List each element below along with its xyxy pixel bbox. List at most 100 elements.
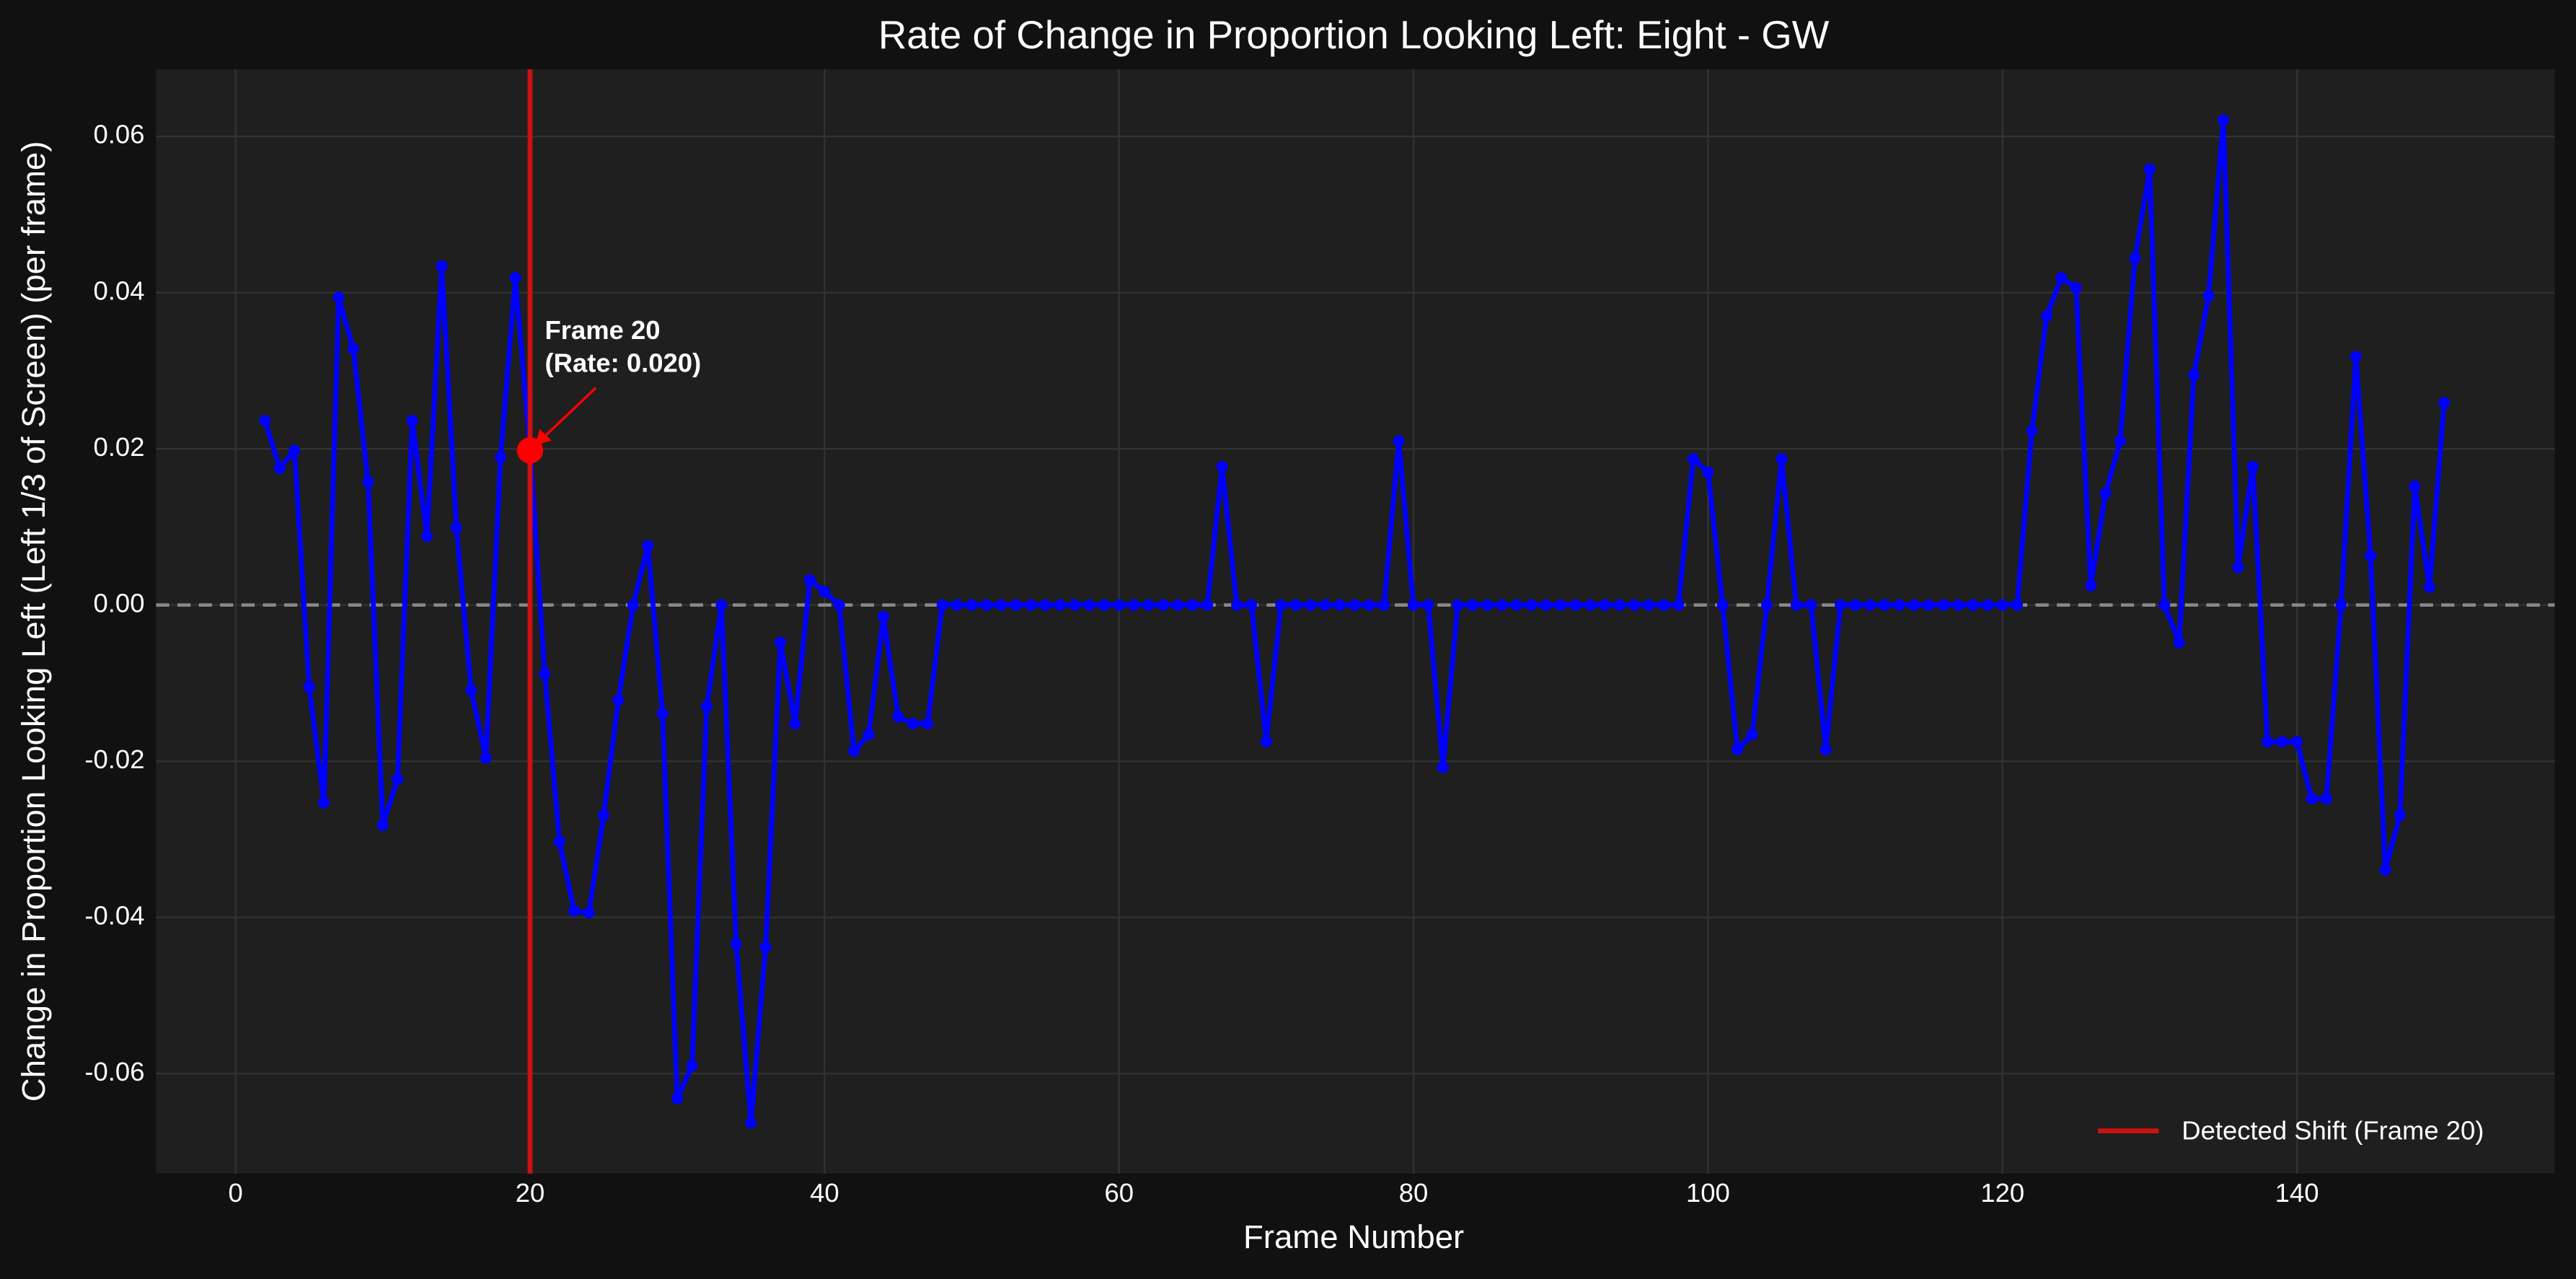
data-point	[1216, 461, 1228, 473]
data-point	[1643, 599, 1655, 611]
data-point	[2143, 163, 2156, 175]
data-point	[2438, 397, 2451, 409]
data-point	[1702, 466, 1714, 478]
data-point	[701, 700, 713, 713]
x-tick-label: 80	[1399, 1178, 1429, 1208]
y-tick-label: 0.06	[94, 120, 145, 149]
data-point	[1289, 599, 1302, 611]
data-point	[495, 452, 507, 464]
data-point	[509, 272, 521, 284]
annotation-text: Frame 20	[545, 315, 661, 345]
data-point	[1628, 599, 1641, 611]
data-point	[922, 718, 934, 730]
data-point	[480, 752, 492, 764]
data-point	[1510, 599, 1522, 611]
data-point	[1408, 599, 1420, 611]
annotation-text: (Rate: 0.020)	[545, 348, 702, 378]
data-point	[1672, 599, 1685, 611]
data-point	[2246, 461, 2259, 473]
data-point	[2379, 863, 2391, 876]
data-point	[2026, 425, 2038, 437]
data-point	[2114, 435, 2127, 447]
data-point	[833, 599, 845, 611]
data-point	[642, 540, 654, 552]
data-point	[2423, 581, 2435, 593]
data-point	[1098, 599, 1111, 611]
data-point	[1908, 599, 1920, 611]
data-point	[759, 941, 772, 953]
data-point	[627, 599, 639, 611]
data-point	[1437, 761, 1449, 773]
data-point	[686, 1060, 698, 1072]
data-point	[362, 475, 374, 488]
data-point	[951, 599, 963, 611]
data-point	[730, 938, 742, 950]
data-point	[2070, 282, 2082, 294]
data-point	[332, 291, 345, 304]
data-point	[863, 729, 875, 741]
data-point	[2011, 599, 2024, 611]
data-point	[2202, 290, 2215, 302]
data-point	[612, 694, 625, 706]
data-point	[583, 907, 595, 919]
data-point	[775, 636, 787, 649]
data-point	[1466, 599, 1478, 611]
data-point	[1864, 599, 1876, 611]
data-point	[2188, 369, 2200, 381]
data-point	[1157, 599, 1169, 611]
data-point	[318, 796, 330, 809]
data-point	[1716, 599, 1729, 611]
data-point	[1275, 599, 1287, 611]
data-point	[539, 668, 551, 680]
data-point	[1481, 599, 1494, 611]
data-point	[1083, 599, 1095, 611]
data-point	[1349, 599, 1361, 611]
data-point	[568, 905, 581, 918]
data-point	[1805, 599, 1817, 611]
data-point	[436, 260, 448, 272]
data-point	[1113, 599, 1125, 611]
data-point	[1333, 599, 1346, 611]
data-point	[1128, 599, 1140, 611]
data-point	[1967, 599, 1979, 611]
data-point	[348, 343, 359, 355]
data-point	[2218, 114, 2229, 126]
data-point	[2350, 351, 2362, 363]
data-point	[2291, 736, 2303, 748]
data-point	[273, 462, 286, 475]
data-point	[1172, 599, 1184, 611]
data-point	[406, 415, 418, 427]
data-point	[936, 599, 948, 611]
data-point	[2055, 272, 2068, 284]
x-tick-label: 140	[2275, 1178, 2319, 1208]
y-tick-label: -0.04	[84, 900, 144, 930]
data-point	[1452, 599, 1464, 611]
data-point	[878, 610, 890, 623]
x-tick-label: 60	[1104, 1178, 1134, 1208]
data-point	[1305, 599, 1317, 611]
data-point	[1260, 736, 1272, 748]
x-axis-label: Frame Number	[1243, 1218, 1464, 1255]
data-point	[1893, 599, 1905, 611]
data-point	[1363, 599, 1375, 611]
data-point	[2158, 599, 2171, 611]
chart-title: Rate of Change in Proportion Looking Lef…	[878, 13, 1830, 57]
data-point	[1186, 599, 1199, 611]
x-tick-label: 120	[1980, 1178, 2024, 1208]
data-point	[2320, 793, 2332, 805]
data-point	[553, 835, 565, 848]
data-point	[2306, 793, 2318, 805]
data-point	[1938, 599, 1950, 611]
data-point	[2409, 480, 2421, 493]
plot-area	[156, 69, 2555, 1174]
data-point	[2365, 550, 2377, 562]
x-tick-label: 0	[229, 1178, 243, 1208]
data-point	[2276, 736, 2288, 748]
data-point	[656, 708, 669, 720]
y-tick-label: 0.00	[94, 588, 145, 617]
y-tick-label: 0.02	[94, 432, 145, 462]
data-point	[2232, 561, 2244, 573]
x-tick-label: 20	[516, 1178, 545, 1208]
data-point	[1569, 599, 1582, 611]
